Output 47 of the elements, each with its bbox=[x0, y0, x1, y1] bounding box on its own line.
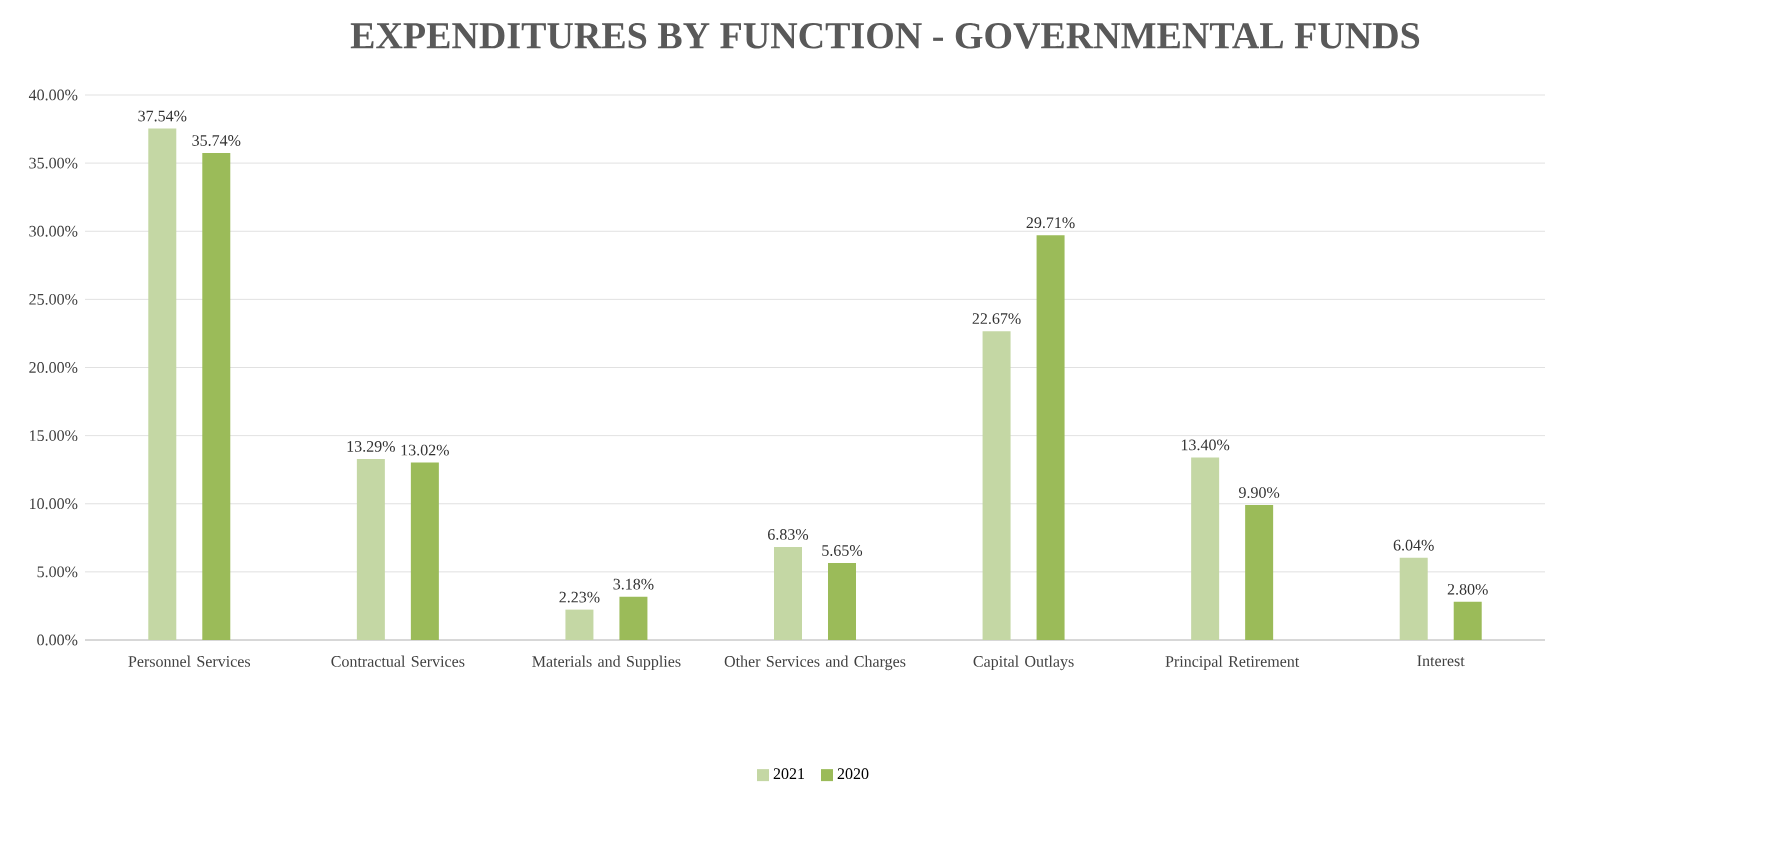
x-tick-label: Other Services and Charges bbox=[724, 655, 906, 671]
bar bbox=[565, 609, 594, 640]
x-tick-label: Capital Outlays bbox=[973, 655, 1074, 671]
data-label: 35.74% bbox=[192, 135, 241, 146]
y-tick-label: 25.00% bbox=[29, 293, 78, 305]
data-label: 13.29% bbox=[347, 441, 395, 452]
legend-label: 2021 bbox=[773, 768, 805, 780]
bar bbox=[202, 153, 231, 640]
y-tick-label: 20.00% bbox=[29, 362, 78, 373]
x-tick-label: Personnel Services bbox=[128, 655, 251, 667]
legend-label: 2020 bbox=[837, 768, 869, 780]
y-tick-label: 10.00% bbox=[30, 498, 78, 510]
data-label: 3.18% bbox=[613, 578, 654, 590]
bar bbox=[774, 546, 803, 640]
data-label: 13.40% bbox=[1181, 439, 1230, 451]
y-tick-label: 5.00% bbox=[37, 566, 78, 578]
chart-title: EXPENDITURES BY FUNCTION - GOVERNMENTAL FUNDS bbox=[350, 23, 1420, 49]
bar bbox=[1036, 235, 1065, 640]
data-label: 37.54% bbox=[138, 110, 187, 122]
data-label: 22.67% bbox=[972, 313, 1021, 325]
bar bbox=[1399, 557, 1428, 640]
bar bbox=[828, 563, 856, 640]
data-label: 6.04% bbox=[1393, 539, 1434, 551]
data-label: 9.90% bbox=[1238, 487, 1280, 499]
bar bbox=[619, 596, 648, 640]
data-label: 2.80% bbox=[1447, 583, 1488, 595]
x-tick-label: Materials and Supplies bbox=[532, 655, 681, 671]
data-label: 29.71% bbox=[1026, 217, 1075, 229]
y-tick-label: 0.00% bbox=[37, 634, 78, 646]
data-label: 5.65% bbox=[822, 545, 863, 556]
bar bbox=[410, 462, 439, 640]
x-tick-label: Principal Retirement bbox=[1165, 655, 1300, 671]
bar bbox=[148, 128, 177, 640]
data-label: 13.02% bbox=[401, 444, 449, 456]
data-label: 6.83% bbox=[768, 529, 809, 540]
bar bbox=[1453, 601, 1482, 640]
bar bbox=[1191, 457, 1220, 640]
data-label: 2.23% bbox=[559, 591, 600, 603]
x-tick-label: Interest bbox=[1417, 655, 1465, 667]
bar bbox=[356, 458, 385, 640]
y-tick-label: 30.00% bbox=[29, 225, 78, 237]
bar bbox=[1245, 505, 1274, 640]
x-tick-label: Contractual Services bbox=[331, 655, 465, 667]
y-tick-label: 40.00% bbox=[28, 89, 78, 101]
bar bbox=[982, 331, 1011, 640]
y-tick-label: 15.00% bbox=[30, 430, 78, 442]
y-tick-label: 35.00% bbox=[29, 157, 78, 169]
